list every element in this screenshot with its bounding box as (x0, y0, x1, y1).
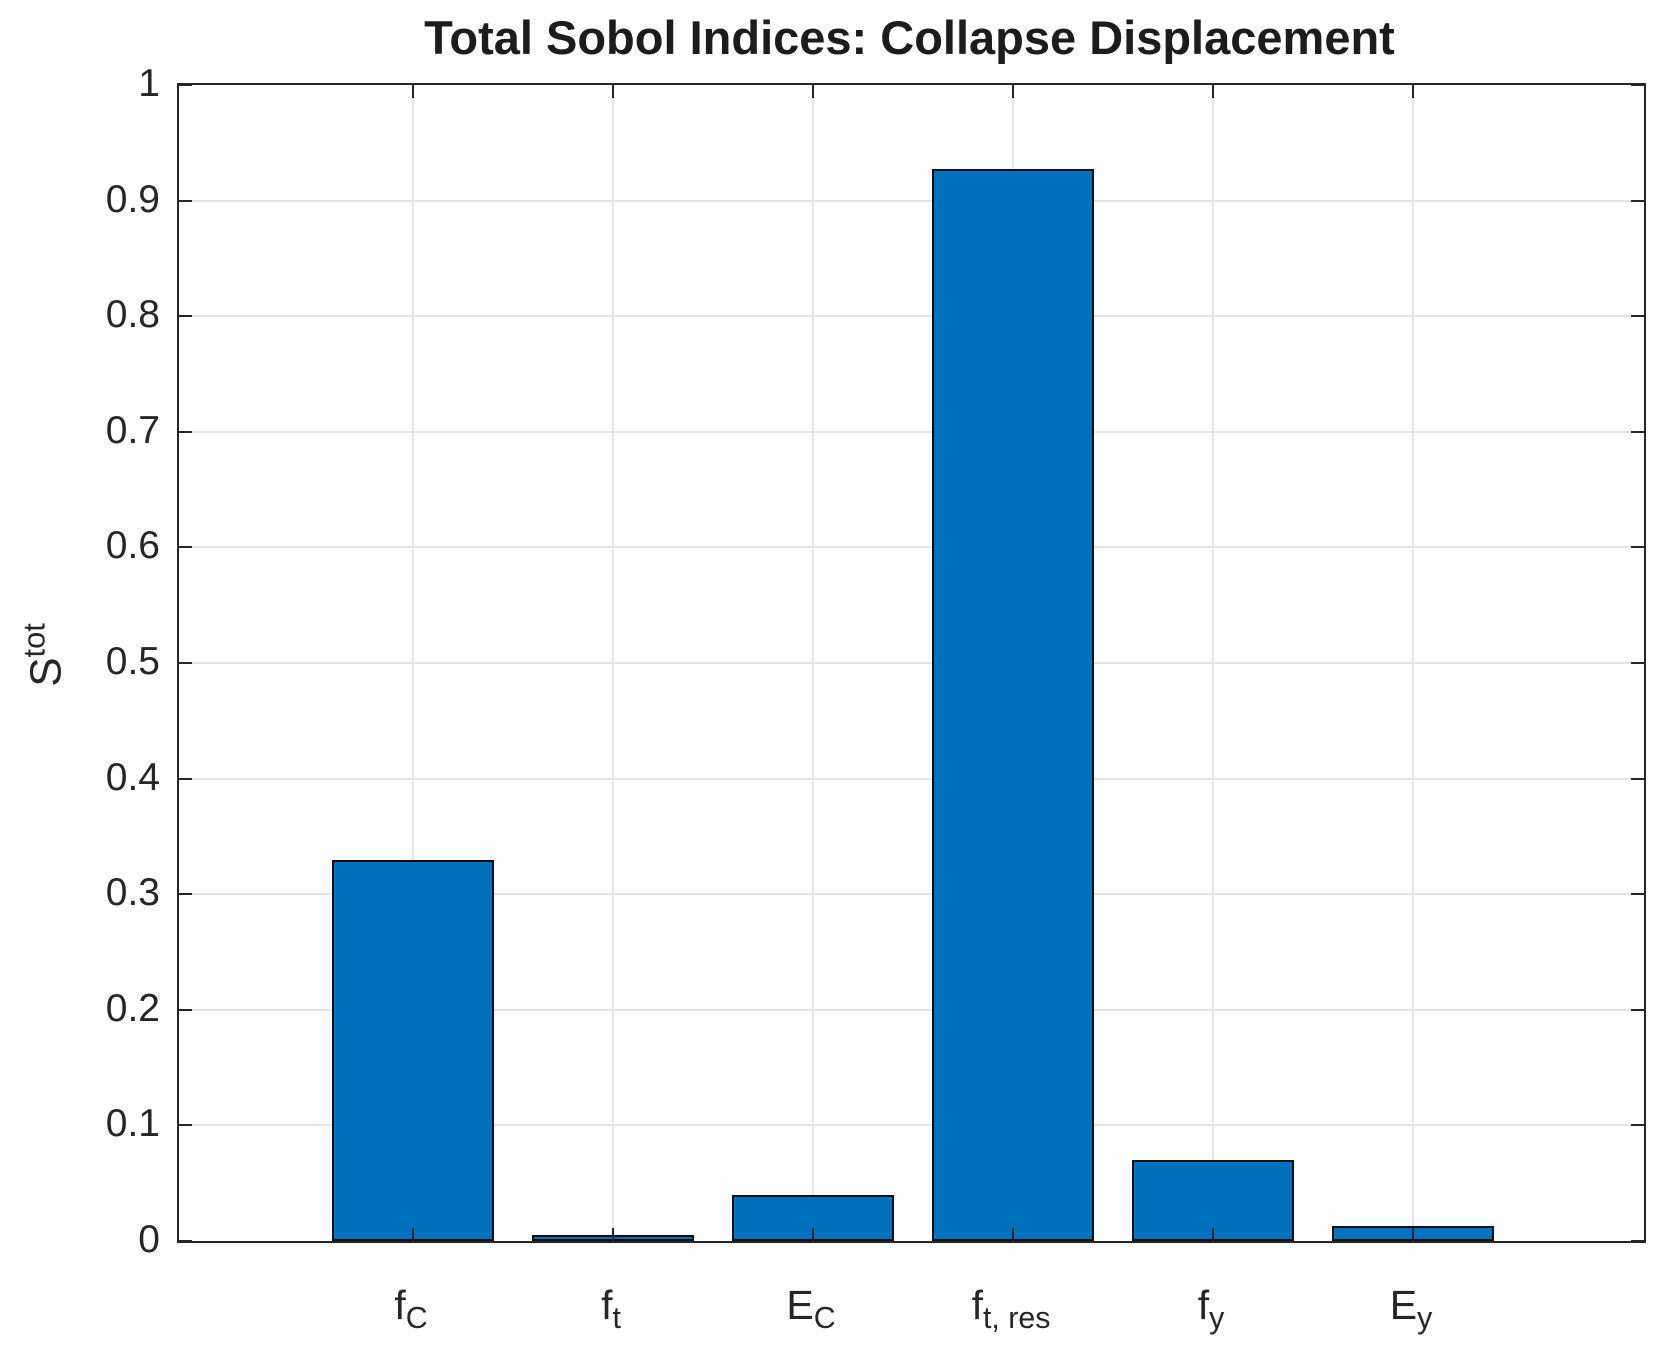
gridline-vertical (412, 85, 414, 1241)
gridline-horizontal (179, 1008, 1644, 1011)
x-axis-tick-bottom (1012, 1228, 1014, 1241)
x-tick-label-subscript: y (1209, 1302, 1225, 1336)
y-axis-tick-left (179, 777, 192, 780)
x-axis-tick-bottom (612, 1228, 614, 1241)
x-axis-tick-top (812, 85, 814, 98)
y-tick-label: 0.8 (105, 293, 160, 337)
x-tick-label: Ey (1390, 1282, 1433, 1336)
x-tick-label: ft (601, 1282, 621, 1336)
y-axis-tick-left (179, 1240, 192, 1242)
gridline-horizontal (179, 430, 1644, 433)
gridline-horizontal (179, 546, 1644, 549)
y-axis-tick-left (179, 546, 192, 549)
x-tick-label-subscript: t, res (982, 1302, 1051, 1336)
bar-E-C (732, 1194, 894, 1241)
y-tick-label: 0.2 (105, 986, 160, 1030)
y-axis-tick-left (179, 430, 192, 433)
x-axis-tick-bottom (1212, 1228, 1214, 1241)
y-axis-tick-right (1631, 430, 1644, 433)
y-axis-tick-left (179, 1008, 192, 1011)
bar-f-y (1132, 1160, 1294, 1241)
y-tick-label: 0.5 (105, 640, 160, 683)
y-axis-tick-right (1631, 1008, 1644, 1011)
gridline-vertical (612, 85, 614, 1241)
x-tick-label-subscript: t (612, 1302, 621, 1336)
gridline-horizontal (179, 315, 1644, 318)
x-axis-tick-bottom (412, 1228, 414, 1241)
gridline-horizontal (179, 777, 1644, 780)
gridline-horizontal (179, 662, 1644, 664)
y-axis-tick-left (179, 315, 192, 318)
y-tick-label: 0.7 (105, 408, 160, 452)
x-tick-label-subscript: C (813, 1302, 836, 1336)
y-tick-label: 0.4 (105, 755, 160, 799)
x-tick-label-base: E (1389, 1282, 1418, 1328)
bar-f-C (332, 859, 494, 1241)
gridline-horizontal (179, 199, 1644, 202)
x-axis-tick-top (612, 85, 614, 98)
y-tick-label: 0.6 (105, 524, 160, 568)
bar-f-tres (932, 169, 1094, 1241)
chart-title: Total Sobol Indices: Collapse Displaceme… (424, 11, 1395, 64)
x-axis-tick-bottom (812, 1228, 814, 1241)
gridline-vertical (1212, 85, 1214, 1241)
y-tick-label: 1 (138, 62, 160, 105)
x-tick-label-subscript: y (1417, 1302, 1433, 1336)
x-tick-label-base: f (971, 1282, 983, 1328)
y-tick-label: 0.9 (105, 177, 160, 221)
x-tick-label-base: f (394, 1282, 406, 1328)
gridline-horizontal (179, 1124, 1644, 1127)
y-axis-tick-right (1631, 315, 1644, 318)
x-axis-tick-top (1012, 85, 1014, 98)
y-tick-label: 0.3 (105, 871, 160, 915)
y-axis-tick-right (1631, 546, 1644, 549)
gridline-vertical (1412, 85, 1414, 1241)
x-axis-tick-bottom (1412, 1228, 1414, 1241)
y-axis-tick-right (1631, 893, 1644, 896)
y-tick-label: 0.1 (105, 1102, 160, 1146)
x-tick-label-base: f (601, 1282, 613, 1328)
y-axis-tick-left (179, 199, 192, 202)
x-tick-label: ft, res (972, 1282, 1051, 1336)
x-tick-label-subscript: C (405, 1302, 428, 1336)
x-axis-tick-top (412, 85, 414, 98)
x-axis-tick-top (1412, 85, 1414, 98)
x-tick-label: EC (786, 1282, 835, 1336)
gridline-horizontal (179, 893, 1644, 896)
y-axis-tick-left (179, 1124, 192, 1127)
y-axis-tick-left (179, 84, 192, 86)
y-axis-tick-left (179, 893, 192, 896)
x-tick-label-base: E (786, 1282, 814, 1328)
y-tick-label: 0 (138, 1218, 160, 1261)
y-axis-tick-right (1631, 199, 1644, 202)
y-axis-tick-left (179, 662, 192, 664)
y-axis-tick-right (1631, 662, 1644, 664)
x-axis-tick-top (1212, 85, 1214, 98)
y-axis-tick-right (1631, 777, 1644, 780)
x-tick-label-base: f (1197, 1282, 1210, 1328)
plot-area (177, 83, 1646, 1243)
gridline-vertical (812, 85, 814, 1241)
x-tick-label: fy (1198, 1282, 1225, 1336)
y-axis-tick-right (1631, 84, 1644, 86)
y-axis-tick-right (1631, 1124, 1644, 1127)
x-tick-label: fC (394, 1282, 427, 1336)
y-axis-tick-right (1631, 1240, 1644, 1242)
